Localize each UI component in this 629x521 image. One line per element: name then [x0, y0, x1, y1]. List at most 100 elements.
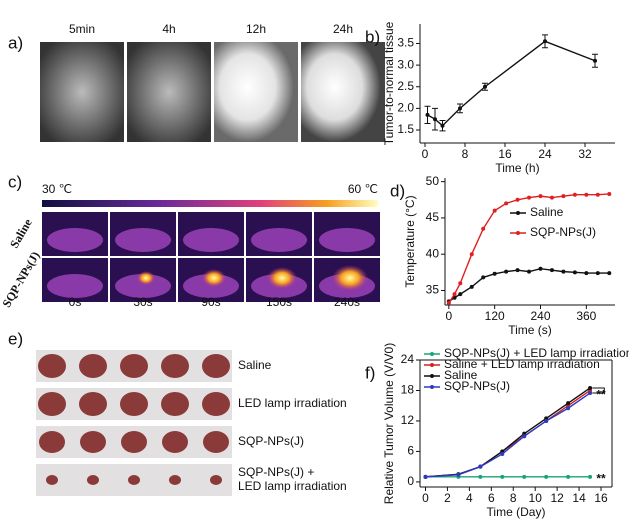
data-point — [595, 192, 600, 197]
hot-spot — [202, 269, 226, 287]
tumor — [79, 354, 107, 378]
panel-label: a) — [8, 33, 23, 52]
y-tick-label: 35 — [426, 283, 440, 297]
time-label: 24h — [333, 22, 353, 36]
legend-label: SQP-NPs(J) + LED lamp irradiation — [444, 346, 629, 360]
data-point — [469, 252, 474, 257]
data-point — [423, 474, 428, 479]
x-tick-label: 6 — [488, 491, 495, 505]
x-axis-label: Time (s) — [508, 323, 552, 337]
image — [301, 42, 385, 142]
x-tick-label: 4 — [466, 491, 473, 505]
row-label: SQP-NPs(J) + — [238, 465, 314, 479]
mouse — [47, 274, 103, 298]
series-line — [448, 268, 610, 302]
data-point — [483, 84, 487, 89]
tumor — [202, 354, 230, 378]
tumor — [39, 431, 65, 453]
tumor — [87, 475, 99, 485]
tumor — [121, 431, 147, 453]
time-label: 90s — [201, 295, 220, 309]
x-tick-label: 24 — [538, 147, 552, 161]
row-label: Saline — [7, 216, 35, 251]
y-axis-label: Relative Tumor Volume (V/V0) — [382, 343, 396, 504]
data-point — [458, 292, 463, 297]
annotation: ** — [596, 472, 606, 486]
tumor — [120, 392, 148, 416]
data-point — [504, 201, 509, 206]
y-tick-label: 2.0 — [397, 101, 414, 115]
y-tick-label: 40 — [426, 246, 440, 260]
data-point — [607, 271, 612, 276]
legend-marker — [516, 231, 520, 235]
data-point — [527, 269, 532, 274]
tumor — [80, 431, 106, 453]
x-tick-label: 16 — [498, 147, 512, 161]
x-tick-label: 8 — [510, 491, 517, 505]
data-point — [566, 401, 571, 406]
y-axis-label: Tumor-to-normal tissue — [382, 21, 396, 145]
data-point — [481, 275, 486, 280]
x-tick-label: 32 — [578, 147, 592, 161]
tumor — [161, 392, 189, 416]
x-tick-label: 14 — [572, 491, 586, 505]
x-tick-label: 120 — [485, 309, 505, 323]
mouse — [319, 228, 375, 252]
data-point — [522, 474, 527, 479]
data-point — [492, 208, 497, 213]
time-label: 4h — [162, 22, 175, 36]
data-point — [588, 385, 593, 390]
data-point — [425, 112, 430, 117]
x-axis-label: Time (h) — [495, 161, 539, 175]
x-axis-label: Time (Day) — [487, 505, 546, 519]
y-tick-label: 50 — [426, 174, 440, 188]
y-tick-label: 6 — [407, 444, 414, 458]
time-label: 5min — [69, 22, 95, 36]
tumor — [210, 475, 222, 485]
mouse — [251, 228, 307, 252]
data-point — [515, 268, 520, 273]
legend-marker — [430, 374, 434, 378]
data-point — [538, 266, 543, 271]
data-point — [478, 474, 483, 479]
row-label: Saline — [238, 358, 272, 372]
x-tick-label: 0 — [445, 309, 452, 323]
data-point — [588, 474, 593, 479]
legend-marker — [430, 385, 434, 389]
colorbar — [42, 200, 378, 207]
image — [40, 42, 124, 142]
tumor — [202, 392, 230, 416]
data-point — [515, 197, 520, 202]
data-point — [458, 281, 463, 286]
mouse — [183, 228, 239, 252]
y-tick-label: 24 — [401, 352, 415, 366]
data-point — [549, 195, 554, 200]
tumor — [46, 475, 58, 485]
data-point — [446, 300, 451, 305]
series-line — [425, 387, 591, 478]
y-tick-label: 3.0 — [397, 57, 414, 71]
series-line — [448, 193, 610, 304]
panel-label: f) — [365, 363, 375, 382]
tumor — [128, 475, 140, 485]
y-tick-label: 0 — [407, 474, 414, 488]
y-tick-label: 2.5 — [397, 79, 414, 93]
y-axis-label: Temperature (°C) — [403, 195, 417, 287]
data-point — [433, 117, 437, 122]
scale-label: 30 ℃ — [42, 182, 72, 196]
data-point — [593, 58, 597, 63]
data-point — [452, 292, 457, 297]
mouse — [115, 228, 171, 252]
mouse — [47, 228, 103, 252]
y-tick-label: 1.5 — [397, 122, 414, 136]
data-point — [500, 451, 505, 456]
row-label: SQP-NPs(J) — [238, 434, 304, 448]
legend-marker — [430, 352, 434, 356]
x-tick-label: 12 — [550, 491, 564, 505]
row-label: SQP-NPs(J) — [0, 249, 42, 310]
x-tick-label: 8 — [462, 147, 469, 161]
data-point — [538, 194, 543, 199]
series-line — [425, 392, 591, 478]
data-point — [440, 123, 445, 128]
